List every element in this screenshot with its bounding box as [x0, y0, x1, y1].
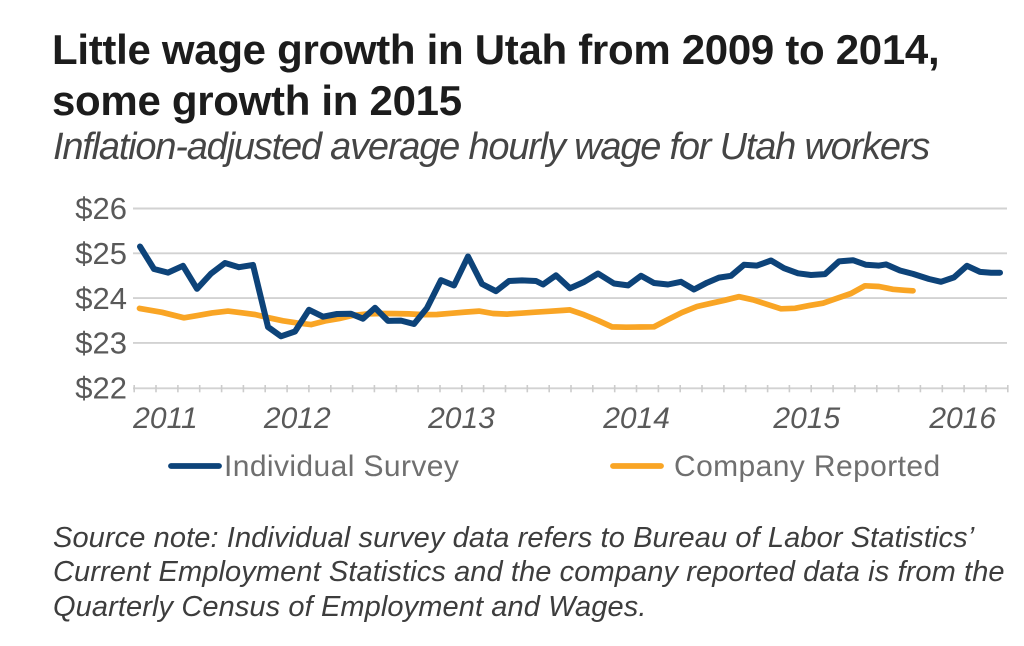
svg-text:2016: 2016 [928, 402, 996, 435]
svg-text:2013: 2013 [427, 402, 495, 435]
svg-text:$26: $26 [75, 191, 127, 226]
svg-text:$23: $23 [75, 326, 127, 361]
svg-text:2012: 2012 [263, 402, 331, 435]
svg-text:$25: $25 [75, 236, 127, 271]
svg-text:2014: 2014 [602, 402, 670, 435]
svg-text:2011: 2011 [132, 402, 198, 435]
svg-text:$22: $22 [75, 370, 127, 405]
svg-text:$24: $24 [75, 281, 127, 316]
svg-text:2015: 2015 [772, 402, 840, 435]
